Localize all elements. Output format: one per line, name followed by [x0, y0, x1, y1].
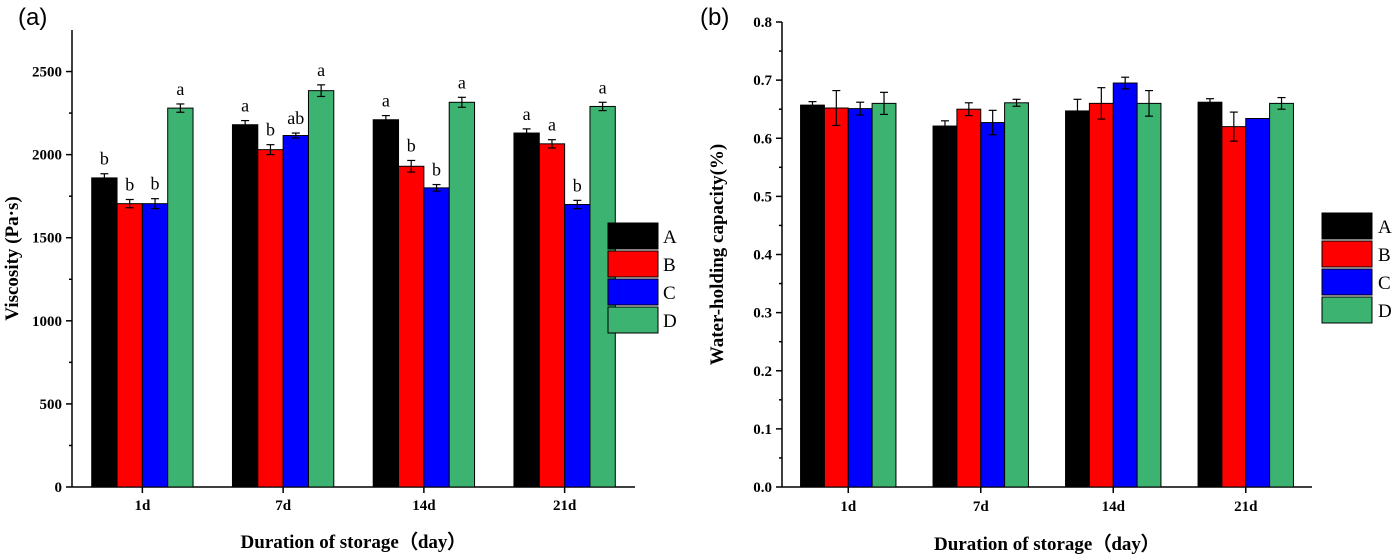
legend-swatch	[1321, 212, 1373, 240]
bar-a	[513, 132, 540, 488]
x-axis-title: Duration of storage（day）	[241, 530, 467, 553]
chart-panel-b: (b) 0.0 0.1 0.2 0.3 0.4 0.5 0.6 0.7 0.8 Water-hold…	[700, 4, 1392, 555]
x-tick-label: 21d	[553, 498, 577, 514]
bar-a	[231, 124, 259, 488]
legend-label: B	[1378, 245, 1391, 266]
significance-label: a	[382, 91, 390, 111]
significance-label: ab	[287, 108, 304, 128]
x-tick-label: 21d	[1234, 499, 1258, 515]
y-tick-label: 0.3	[753, 306, 772, 322]
bar-c	[1112, 82, 1138, 488]
legend-label: D	[1378, 301, 1392, 322]
bar-d	[448, 101, 476, 488]
bar-d	[1269, 102, 1294, 488]
bar-b	[1088, 102, 1114, 488]
y-axis-title: Water-holding capacity(%)	[707, 144, 728, 365]
significance-label: b	[432, 160, 441, 180]
legend-label: A	[663, 227, 677, 248]
significance-label: a	[241, 96, 249, 116]
legend-label: C	[1378, 273, 1391, 294]
x-tick-label: 1d	[134, 498, 151, 514]
significance-label: a	[599, 77, 607, 97]
x-tick-label: 14d	[1102, 499, 1126, 515]
bar-d	[1136, 102, 1162, 488]
legend-swatch	[1321, 240, 1373, 268]
significance-label: b	[573, 175, 582, 195]
x-tick-label: 7d	[275, 498, 292, 514]
significance-label: b	[151, 174, 160, 194]
bar-c	[564, 203, 591, 488]
bar-a	[1065, 110, 1090, 488]
bar-b	[257, 149, 284, 488]
significance-label: a	[548, 115, 556, 135]
bar-a	[372, 119, 400, 488]
legend-swatch	[1321, 296, 1373, 324]
significance-label: b	[100, 149, 109, 169]
y-tick-label: 2000	[32, 148, 62, 164]
significance-label: b	[266, 120, 275, 140]
y-tick-label: 2500	[32, 65, 62, 81]
y-axis-title: Viscosity (Pa·s)	[2, 196, 23, 320]
bar-b	[116, 203, 143, 488]
significance-label: a	[317, 60, 325, 80]
y-tick-label: 1000	[32, 314, 62, 330]
bar-b	[823, 107, 849, 488]
y-tick-label: 0.6	[753, 131, 772, 147]
legend-label: D	[663, 311, 677, 332]
legend-swatch	[607, 278, 659, 306]
x-tick-label: 14d	[412, 498, 436, 514]
bar-a	[1197, 101, 1223, 488]
significance-label: b	[407, 135, 416, 155]
y-tick-label: 0	[55, 480, 63, 496]
legend-label: A	[1378, 217, 1392, 238]
y-tick-label: 0.7	[753, 73, 772, 89]
significance-label: a	[523, 104, 531, 124]
bar-b	[398, 165, 425, 488]
bar-d	[307, 90, 335, 488]
panel-label: (b)	[700, 4, 729, 31]
x-axis-title: Duration of storage（day）	[934, 532, 1160, 555]
bar-d	[167, 107, 194, 488]
y-tick-label: 0.1	[753, 422, 772, 438]
bar-b	[538, 143, 566, 488]
y-tick-label: 0.0	[753, 480, 772, 496]
bar-c	[1245, 117, 1271, 488]
y-tick-label: 0.5	[753, 189, 772, 205]
legend-swatch	[607, 222, 659, 250]
bar-b	[956, 108, 982, 488]
legend-label: B	[663, 255, 676, 276]
bar-a	[91, 177, 118, 488]
chart-panel-a: (a) 0 500 1000 1500 2000 2500 Viscosity (Pa·s) 1…	[2, 4, 677, 553]
y-tick-label: 0.8	[753, 15, 772, 31]
bar-a	[800, 104, 825, 488]
x-tick-label: 7d	[973, 499, 990, 515]
y-tick-label: 500	[40, 397, 63, 413]
y-tick-label: 1500	[32, 231, 62, 247]
bar-d	[871, 102, 897, 488]
bar-d	[1004, 102, 1029, 488]
bar-c	[980, 122, 1006, 488]
bar-c	[423, 187, 450, 488]
legend-swatch	[607, 250, 659, 278]
significance-label: a	[458, 72, 466, 92]
y-tick-label: 0.4	[753, 248, 772, 264]
y-tick-label: 0.2	[753, 364, 772, 380]
significance-label: a	[176, 79, 184, 99]
legend-swatch	[607, 306, 659, 334]
bar-c	[141, 203, 169, 488]
legend-label: C	[663, 283, 676, 304]
bar-b	[1221, 126, 1247, 488]
bar-c	[847, 108, 873, 488]
bar-c	[282, 135, 309, 488]
bar-a	[932, 125, 958, 488]
x-tick-label: 1d	[840, 499, 857, 515]
significance-label: b	[125, 175, 134, 195]
panel-label: (a)	[18, 4, 47, 31]
legend-swatch	[1321, 268, 1373, 296]
